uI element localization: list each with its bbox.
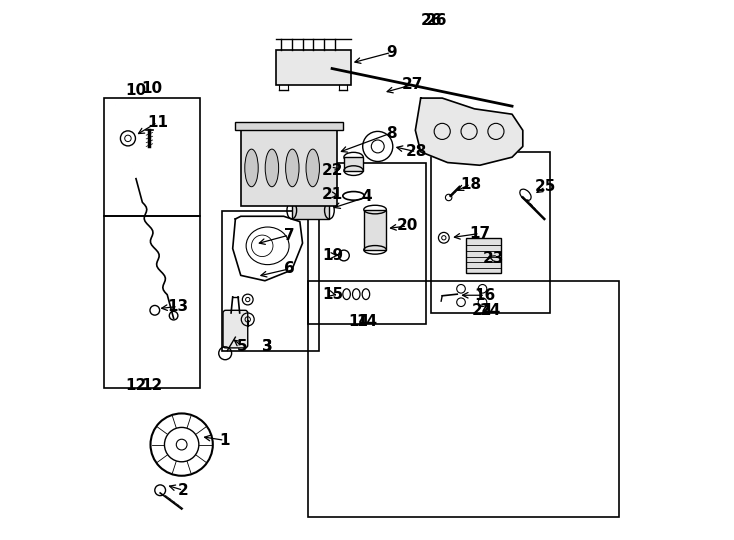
Text: 27: 27 (402, 77, 424, 92)
Ellipse shape (244, 149, 258, 187)
Text: 11: 11 (147, 115, 168, 130)
Bar (344, 157, 363, 171)
FancyBboxPatch shape (223, 310, 248, 348)
Text: 14: 14 (349, 314, 369, 328)
Text: 8: 8 (386, 125, 396, 140)
Bar (308, 163, 426, 323)
Bar (292, 202, 330, 219)
Text: 1: 1 (219, 433, 230, 448)
Text: 23: 23 (483, 251, 504, 266)
Text: 22: 22 (321, 163, 343, 178)
Bar (364, 210, 386, 250)
Ellipse shape (306, 149, 319, 187)
Bar (432, 152, 550, 313)
Bar (103, 98, 200, 217)
Text: 25: 25 (534, 179, 556, 194)
Text: 9: 9 (386, 45, 396, 60)
Text: 15: 15 (322, 287, 344, 302)
Text: 16: 16 (475, 288, 495, 303)
Text: 14: 14 (357, 314, 377, 328)
Text: 26: 26 (421, 13, 442, 28)
Text: 7: 7 (284, 227, 294, 242)
Text: 17: 17 (469, 226, 490, 241)
Text: 12: 12 (142, 378, 163, 393)
Text: 28: 28 (406, 144, 427, 159)
Text: 20: 20 (396, 219, 418, 233)
Text: 4: 4 (362, 190, 372, 205)
Ellipse shape (286, 149, 299, 187)
Text: 10: 10 (142, 82, 163, 97)
Text: 10: 10 (126, 83, 147, 98)
Bar (308, 281, 619, 517)
Bar (236, 122, 343, 130)
Bar (466, 238, 501, 273)
Bar (222, 211, 319, 350)
Text: 21: 21 (321, 187, 343, 202)
Text: 24: 24 (472, 303, 493, 318)
Text: 24: 24 (480, 303, 501, 318)
Text: 6: 6 (284, 261, 294, 276)
Ellipse shape (265, 149, 279, 187)
Text: 5: 5 (237, 339, 247, 354)
Polygon shape (415, 98, 523, 165)
Text: 3: 3 (262, 339, 273, 354)
Text: 26: 26 (426, 13, 448, 28)
Text: 2: 2 (178, 483, 189, 498)
Bar (241, 130, 338, 206)
Text: 19: 19 (322, 248, 344, 263)
Text: 18: 18 (460, 177, 482, 192)
Text: 3: 3 (262, 339, 273, 354)
Bar (276, 50, 351, 85)
Text: 13: 13 (167, 299, 189, 314)
Bar (103, 217, 200, 388)
Text: 12: 12 (126, 378, 147, 393)
